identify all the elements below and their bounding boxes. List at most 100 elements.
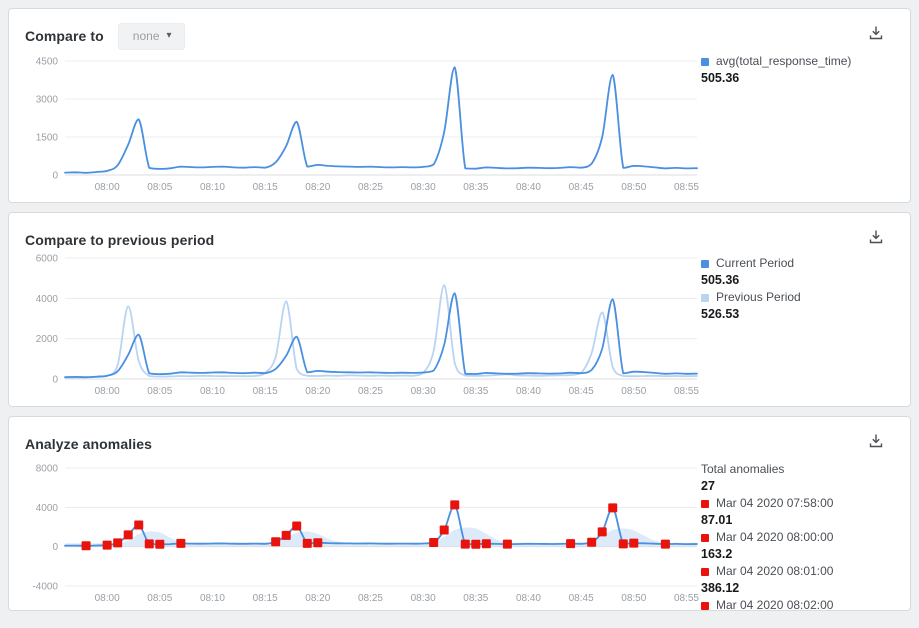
anomaly-color-swatch xyxy=(701,601,709,610)
svg-text:08:30: 08:30 xyxy=(411,386,436,397)
svg-text:6000: 6000 xyxy=(36,254,59,265)
svg-text:08:55: 08:55 xyxy=(674,593,699,604)
svg-text:1500: 1500 xyxy=(36,133,59,144)
svg-text:08:35: 08:35 xyxy=(463,386,488,397)
compare-previous-legend: Current Period 505.36 Previous Period 52… xyxy=(701,255,909,323)
compare-previous-chart: 0 2000 4000 6000 08:00 08:05 08:10 08:15 08:20 08… xyxy=(19,253,701,406)
svg-text:08:35: 08:35 xyxy=(463,182,488,193)
anomalies-chart: -4000 0 4000 8000 08:00 08:05 08:10 08:15 08:20 0… xyxy=(19,461,701,610)
panel-title-compare-to: Compare to xyxy=(25,28,104,44)
legend-label: avg(total_response_time) xyxy=(716,54,852,68)
svg-text:08:25: 08:25 xyxy=(358,386,383,397)
legend-item: avg(total_response_time) xyxy=(701,53,909,70)
panel-compare-previous: Compare to previous period 0 2000 4000 6000… xyxy=(8,212,911,407)
svg-text:08:20: 08:20 xyxy=(305,593,330,604)
anomaly-list-item: Mar 04 2020 08:01:00 xyxy=(701,563,909,580)
anomalies-legend: Total anomalies 27 Mar 04 2020 07:58:00 … xyxy=(701,461,909,611)
anomaly-timestamp: Mar 04 2020 08:00:00 xyxy=(716,530,834,544)
svg-text:08:05: 08:05 xyxy=(147,182,172,193)
anomaly-color-swatch xyxy=(701,499,709,508)
download-button[interactable] xyxy=(866,23,886,46)
anomaly-list-item: Mar 04 2020 07:58:00 xyxy=(701,495,909,512)
compare-to-dropdown[interactable]: none ▾ xyxy=(117,22,185,50)
svg-text:08:30: 08:30 xyxy=(411,593,436,604)
svg-text:-4000: -4000 xyxy=(32,582,58,593)
anomaly-value: 163.2 xyxy=(701,547,733,561)
svg-text:08:00: 08:00 xyxy=(95,386,120,397)
anomaly-value: 87.01 xyxy=(701,513,733,527)
download-icon xyxy=(868,26,884,44)
svg-text:08:20: 08:20 xyxy=(305,386,330,397)
svg-text:08:50: 08:50 xyxy=(621,593,646,604)
svg-text:08:05: 08:05 xyxy=(147,386,172,397)
svg-text:08:25: 08:25 xyxy=(358,182,383,193)
svg-text:2000: 2000 xyxy=(36,334,59,345)
svg-text:08:15: 08:15 xyxy=(253,593,278,604)
svg-text:08:20: 08:20 xyxy=(305,182,330,193)
legend-label: Current Period xyxy=(716,256,795,270)
total-anomalies-value: 27 xyxy=(701,479,715,493)
anomaly-list-item: Mar 04 2020 08:00:00 xyxy=(701,529,909,546)
series-color-swatch xyxy=(701,57,709,66)
dropdown-selected-value: none xyxy=(132,28,160,43)
legend-value: 526.53 xyxy=(701,307,740,321)
svg-text:08:50: 08:50 xyxy=(621,386,646,397)
svg-text:8000: 8000 xyxy=(36,464,59,475)
caret-down-icon: ▾ xyxy=(166,29,172,41)
anomaly-timestamp: Mar 04 2020 07:58:00 xyxy=(716,496,834,510)
panel-compare-previous-header: Compare to previous period xyxy=(9,213,910,254)
svg-text:08:35: 08:35 xyxy=(463,593,488,604)
panel-compare-to: Compare to none ▾ 0 1500 3000 4500 08:00 08:0… xyxy=(8,8,911,203)
svg-text:08:10: 08:10 xyxy=(200,182,225,193)
legend-item: Current Period xyxy=(701,255,909,272)
panel-title-compare-previous: Compare to previous period xyxy=(25,232,215,248)
legend-label: Previous Period xyxy=(716,290,801,304)
legend-value: 505.36 xyxy=(701,273,740,287)
svg-text:08:50: 08:50 xyxy=(621,182,646,193)
svg-text:08:15: 08:15 xyxy=(253,386,278,397)
svg-text:08:45: 08:45 xyxy=(569,593,594,604)
svg-text:08:40: 08:40 xyxy=(516,182,541,193)
svg-text:0: 0 xyxy=(52,375,58,386)
svg-text:08:10: 08:10 xyxy=(200,386,225,397)
anomaly-color-swatch xyxy=(701,567,709,576)
svg-text:08:25: 08:25 xyxy=(358,593,383,604)
anomaly-color-swatch xyxy=(701,533,709,542)
svg-text:08:55: 08:55 xyxy=(674,386,699,397)
svg-text:08:40: 08:40 xyxy=(516,593,541,604)
svg-text:08:15: 08:15 xyxy=(253,182,278,193)
download-icon xyxy=(868,230,884,248)
svg-text:08:30: 08:30 xyxy=(411,182,436,193)
svg-text:08:00: 08:00 xyxy=(95,182,120,193)
legend-value: 505.36 xyxy=(701,71,740,85)
anomaly-list-item: Mar 04 2020 08:02:00 xyxy=(701,597,909,611)
svg-text:4000: 4000 xyxy=(36,294,59,305)
svg-text:4000: 4000 xyxy=(36,503,59,514)
svg-text:4500: 4500 xyxy=(36,57,59,68)
svg-text:08:45: 08:45 xyxy=(569,182,594,193)
svg-text:08:55: 08:55 xyxy=(674,182,699,193)
panel-compare-to-header: Compare to none ▾ xyxy=(9,9,910,50)
anomaly-timestamp: Mar 04 2020 08:02:00 xyxy=(716,598,834,611)
panel-analyze-anomalies-header: Analyze anomalies xyxy=(9,417,910,458)
legend-item: Previous Period xyxy=(701,289,909,306)
series-color-swatch xyxy=(701,259,709,268)
download-button[interactable] xyxy=(866,227,886,250)
panel-title-analyze-anomalies: Analyze anomalies xyxy=(25,436,152,452)
svg-text:08:10: 08:10 xyxy=(200,593,225,604)
compare-to-legend: avg(total_response_time) 505.36 xyxy=(701,53,909,87)
svg-text:08:00: 08:00 xyxy=(95,593,120,604)
series-color-swatch xyxy=(701,293,709,302)
compare-to-chart: 0 1500 3000 4500 08:00 08:05 08:10 08:15 08:20 08… xyxy=(19,55,701,202)
anomaly-value: 386.12 xyxy=(701,581,740,595)
svg-text:3000: 3000 xyxy=(36,95,59,106)
svg-text:0: 0 xyxy=(52,542,58,553)
download-icon xyxy=(868,434,884,452)
total-anomalies-label: Total anomalies xyxy=(701,462,785,476)
svg-text:08:45: 08:45 xyxy=(569,386,594,397)
download-button[interactable] xyxy=(866,431,886,454)
svg-text:08:05: 08:05 xyxy=(147,593,172,604)
svg-text:08:40: 08:40 xyxy=(516,386,541,397)
anomaly-timestamp: Mar 04 2020 08:01:00 xyxy=(716,564,834,578)
